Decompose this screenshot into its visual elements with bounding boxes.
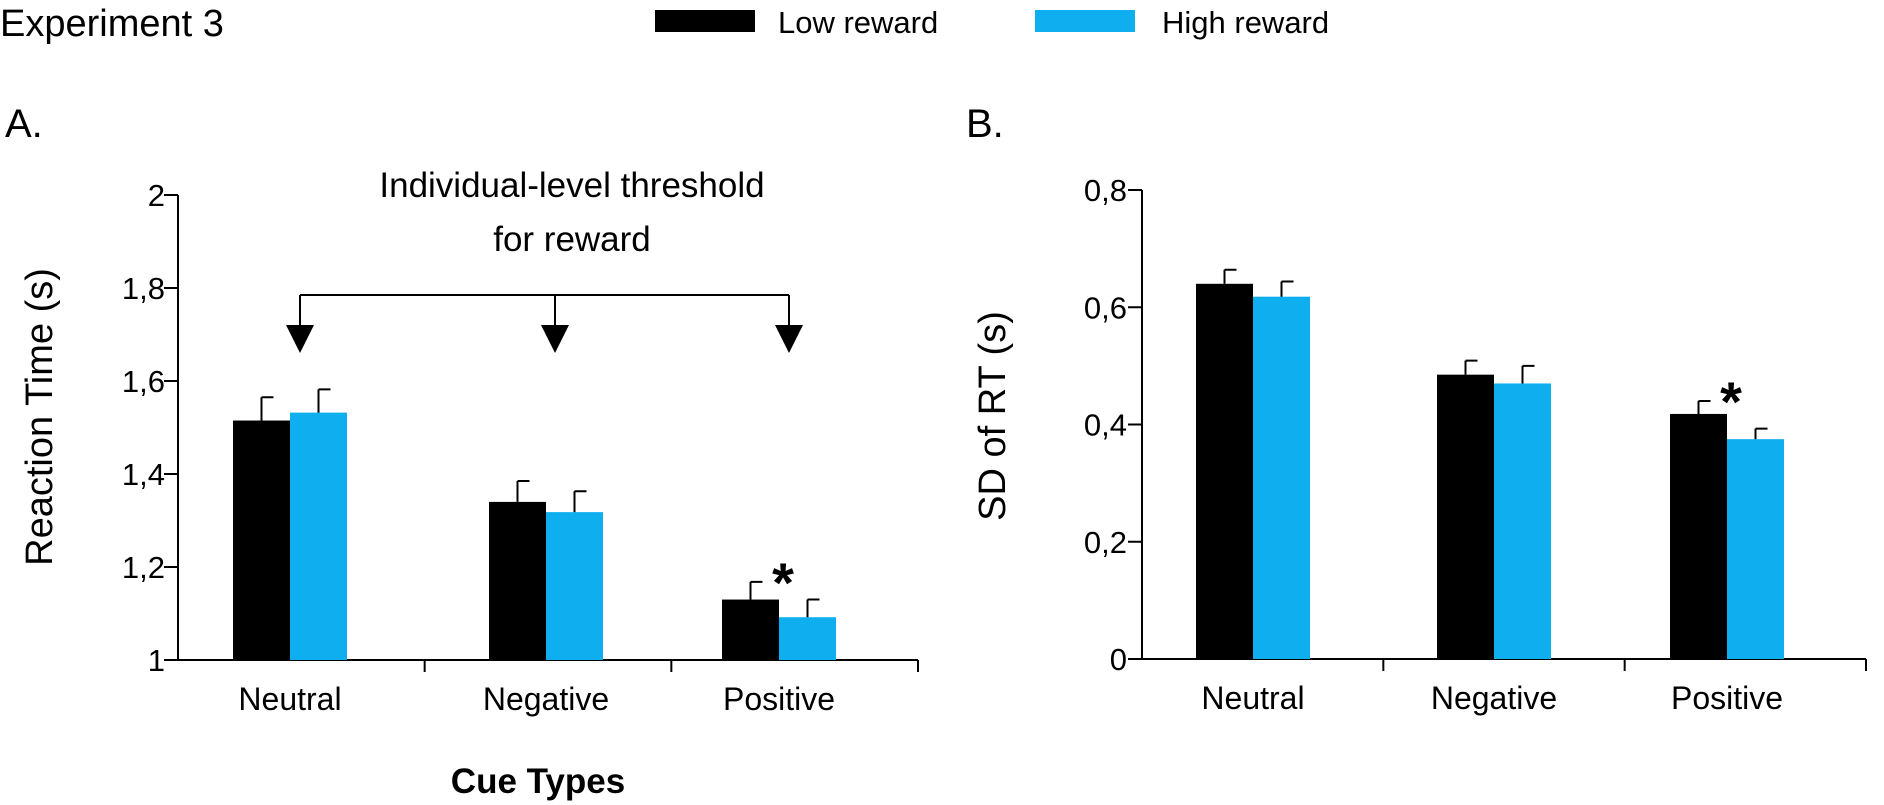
panel-b-errorbar-positive-high-reward [1754,427,1768,440]
panel-a-ytick-label: 1,4 [122,457,165,492]
panel-a-bar-positive-low-reward [722,599,779,660]
figure-title: Experiment 3 [0,3,224,45]
threshold-bracket: Individual-level threshold for reward [286,166,803,353]
panel-a-ytick-label: 1 [148,643,165,678]
panel-a-label: A. [5,102,43,146]
panel-b-errorbar-neutral-low-reward [1223,268,1237,284]
panel-a: A. Reaction Time (s) 1 1,2 1,4 1,6 1,8 2 Neut… [5,102,919,801]
panel-a-errorbar-negative-high-reward [573,490,587,513]
panel-b-ytick-label: 0,8 [1084,173,1127,208]
panel-b: B. SD of RT (s) 0 0,2 0,4 0,6 0,8 Neutral Neg… [966,102,1867,716]
panel-b-category-label-positive: Positive [1671,680,1783,716]
panel-a-errorbar-neutral-high-reward [317,388,331,413]
panel-b-label: B. [966,102,1004,146]
panel-a-errorbar-positive-low-reward [749,580,763,600]
threshold-arrow-positive [775,325,803,353]
legend-swatch-low-reward [655,10,755,32]
panel-b-bar-neutral-low-reward [1196,283,1253,659]
threshold-label-line1: Individual-level threshold [379,166,764,205]
panel-b-ytick-label: 0,6 [1084,290,1127,325]
panel-a-significance-star: * [772,551,794,614]
panel-b-errorbar-negative-high-reward [1521,364,1535,384]
panel-b-annotations: * [1720,370,1742,433]
panel-b-significance-star: * [1720,370,1742,433]
legend-label-low-reward: Low reward [778,5,938,40]
panel-a-category-label-neutral: Neutral [238,681,341,717]
panel-a-category-label-negative: Negative [483,681,609,717]
panel-b-bar-negative-high-reward [1494,383,1551,659]
legend-item-low-reward: Low reward [655,5,938,40]
legend-swatch-high-reward [1035,10,1135,32]
panel-b-bar-positive-high-reward [1727,439,1784,659]
panel-b-error-bars [1223,268,1768,440]
legend-label-high-reward: High reward [1162,5,1329,40]
panel-a-bars [233,412,836,660]
panel-a-yticks: 1 1,2 1,4 1,6 1,8 2 [122,178,178,678]
panel-a-errorbar-negative-low-reward [516,479,530,502]
panel-b-errorbar-positive-low-reward [1697,400,1711,414]
threshold-arrow-neutral [286,325,314,353]
panel-b-yticks: 0 0,2 0,4 0,6 0,8 [1084,173,1142,677]
panel-b-bar-negative-low-reward [1437,374,1494,659]
panel-a-ylabel: Reaction Time (s) [19,268,61,566]
panel-b-bars [1196,283,1784,659]
panel-a-bar-neutral-high-reward [290,412,347,660]
panel-a-ytick-label: 1,8 [122,271,165,306]
panel-a-bar-negative-high-reward [546,512,603,660]
legend: Low reward High reward [655,5,1329,40]
panel-b-category-label-neutral: Neutral [1201,680,1304,716]
panel-a-ytick-label: 1,2 [122,550,165,585]
panel-a-bar-negative-low-reward [489,501,546,660]
panel-a-errorbar-positive-high-reward [806,598,820,618]
panel-b-xticks: Neutral Negative Positive [1201,659,1867,716]
panel-a-bar-positive-high-reward [779,617,836,660]
cue-types-label: Cue Types [451,762,625,801]
panel-a-bar-neutral-low-reward [233,420,290,660]
panel-b-category-label-negative: Negative [1431,680,1557,716]
panel-b-ylabel: SD of RT (s) [972,311,1014,521]
panel-b-bar-positive-low-reward [1670,413,1727,659]
panel-a-xticks: Neutral Negative Positive [238,660,919,717]
panel-a-annotations: * [772,551,794,614]
panel-b-ytick-label: 0 [1110,642,1127,677]
threshold-label-line2: for reward [493,220,651,259]
panel-a-errorbar-neutral-low-reward [260,396,274,421]
legend-item-high-reward: High reward [1035,5,1329,40]
panel-a-error-bars [260,388,820,618]
panel-b-errorbar-negative-low-reward [1464,359,1478,375]
panel-b-ytick-label: 0,4 [1084,408,1127,443]
panel-b-bar-neutral-high-reward [1253,296,1310,659]
threshold-arrow-negative [541,325,569,353]
panel-a-ytick-label: 1,6 [122,364,165,399]
panel-a-category-label-positive: Positive [723,681,835,717]
panel-b-ytick-label: 0,2 [1084,525,1127,560]
panel-a-ytick-label: 2 [148,178,165,213]
panel-b-errorbar-neutral-high-reward [1280,280,1294,297]
